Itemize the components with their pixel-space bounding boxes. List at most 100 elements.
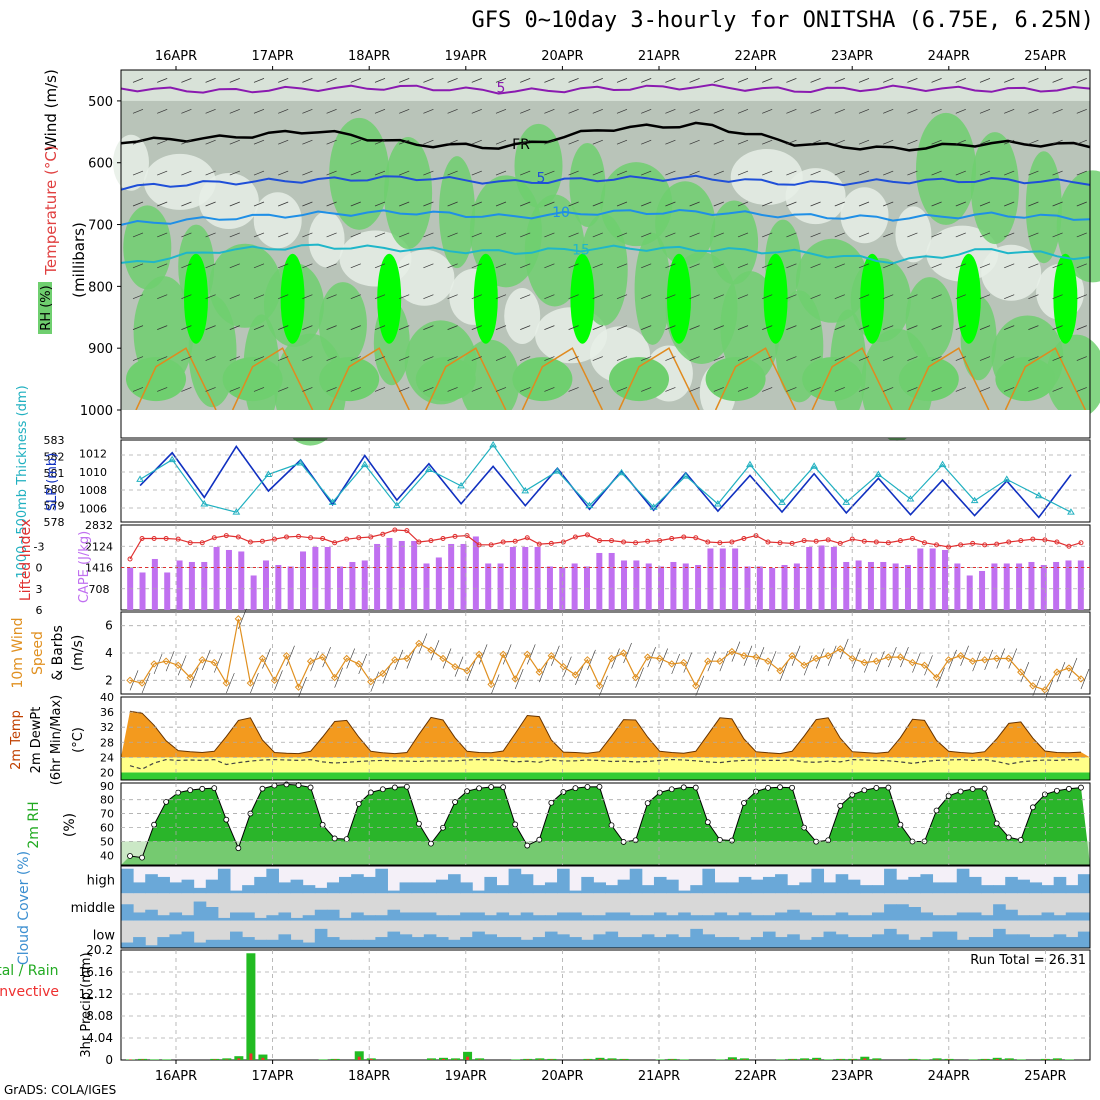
wind-barb bbox=[931, 294, 942, 300]
wind-marker bbox=[571, 671, 580, 679]
rh-marker bbox=[211, 785, 218, 792]
wind-barb bbox=[132, 294, 144, 300]
cloud-bar-high bbox=[581, 876, 594, 894]
wind-barb bbox=[762, 232, 773, 238]
wind-barb bbox=[713, 294, 724, 300]
cloud-bar-middle bbox=[532, 915, 546, 921]
rh-shade bbox=[655, 181, 716, 266]
x-tick-label-bottom: 22APR bbox=[734, 1069, 776, 1084]
wind-barb bbox=[616, 232, 628, 238]
cloud-bar-middle bbox=[847, 915, 861, 921]
wind-barb-10m bbox=[575, 664, 584, 685]
precip-conv-bar bbox=[1007, 1059, 1011, 1060]
cloud-bar-high bbox=[193, 887, 207, 894]
cape-bar bbox=[1077, 560, 1084, 610]
cloud-bar-middle bbox=[750, 915, 764, 921]
precip-total-bar bbox=[1052, 1058, 1062, 1060]
cloud-bar-low bbox=[1005, 934, 1018, 948]
cloud-bar-middle bbox=[157, 915, 170, 921]
isotherm-orange bbox=[135, 347, 217, 411]
rh-marker bbox=[428, 840, 434, 847]
rh-marker bbox=[355, 800, 362, 807]
cape-bar bbox=[744, 566, 751, 610]
cloud-bar-high bbox=[181, 879, 195, 894]
wind-barb bbox=[810, 232, 821, 238]
li-marker bbox=[476, 542, 482, 548]
wind-marker bbox=[704, 657, 712, 665]
wind-barb bbox=[689, 232, 700, 238]
wind-marker bbox=[403, 654, 411, 663]
cape-bar bbox=[633, 560, 640, 610]
wind-barb bbox=[1004, 263, 1015, 269]
cloud-bar-middle bbox=[254, 917, 267, 921]
rh-upper-dry bbox=[121, 70, 1090, 101]
wind-barb bbox=[592, 325, 603, 330]
cape-bar bbox=[991, 563, 998, 610]
cloud-bar-middle bbox=[629, 915, 643, 921]
wind-barb bbox=[762, 139, 773, 145]
wind-barb bbox=[423, 356, 434, 361]
precip-conv-bar bbox=[261, 1057, 265, 1060]
isotherm-3 bbox=[120, 208, 1091, 226]
temp-tick-label: 28 bbox=[100, 736, 114, 749]
wind-barb bbox=[810, 387, 821, 392]
wind-barb bbox=[1076, 78, 1087, 83]
precip-total-bar bbox=[222, 1058, 232, 1060]
precip-conv-bar bbox=[935, 1059, 939, 1060]
wind-barb-10m bbox=[924, 655, 933, 676]
rh-marker bbox=[235, 845, 242, 852]
li-marker bbox=[681, 534, 687, 540]
wind-barb bbox=[616, 108, 628, 114]
wind-marker bbox=[258, 654, 267, 663]
wind-barb bbox=[979, 263, 991, 269]
wind-barb bbox=[955, 108, 966, 114]
thickness-marker bbox=[585, 501, 594, 509]
precip-axis-label: 3hr Precip (mm) bbox=[79, 952, 94, 1057]
rh-shade bbox=[143, 153, 216, 210]
li-marker bbox=[296, 533, 302, 539]
wind-barb bbox=[713, 387, 724, 392]
wind-barb bbox=[568, 78, 579, 83]
slp-line bbox=[139, 444, 1072, 519]
rh-marker bbox=[728, 837, 735, 844]
wind-barb bbox=[1052, 139, 1063, 145]
rh-marker bbox=[837, 802, 844, 809]
wind-barb bbox=[1052, 78, 1063, 83]
li-marker bbox=[404, 528, 410, 534]
wind-barb bbox=[931, 325, 942, 330]
rh-marker bbox=[560, 789, 567, 795]
wind-barb bbox=[544, 170, 555, 176]
wind-barb bbox=[374, 108, 386, 114]
wind-barb bbox=[423, 78, 434, 83]
temp-axis-label: (°C) bbox=[71, 727, 86, 753]
wind-barb-10m bbox=[346, 648, 355, 669]
cloud-bar-high bbox=[847, 879, 861, 894]
wind-barb bbox=[1004, 356, 1015, 361]
cloud-bar-middle bbox=[339, 917, 352, 921]
precip-conv-bar bbox=[875, 1059, 879, 1060]
wind-barb bbox=[955, 170, 966, 176]
li-marker bbox=[127, 556, 133, 562]
thickness-marker bbox=[713, 499, 722, 507]
rh-marker bbox=[1066, 785, 1072, 792]
cloud-bar-high bbox=[896, 879, 909, 894]
wind-barb-10m bbox=[936, 667, 945, 688]
rh-frame bbox=[120, 782, 1091, 866]
cloud-bar-middle bbox=[1005, 909, 1018, 921]
axis-label: (millibars) bbox=[70, 222, 88, 298]
wind-barb bbox=[1076, 201, 1087, 207]
slp-tick-label: 1012 bbox=[79, 448, 107, 461]
isotherm-4 bbox=[120, 243, 1091, 265]
wind-barb bbox=[762, 294, 773, 300]
li-marker bbox=[885, 540, 891, 546]
rh-tick-label: 60 bbox=[100, 821, 114, 834]
precip-total-bar bbox=[800, 1058, 810, 1060]
cloud-bar-low bbox=[484, 934, 497, 948]
wind-barb bbox=[955, 139, 966, 145]
wind-barb bbox=[762, 108, 773, 114]
li-marker bbox=[1042, 537, 1048, 543]
wind-axis-label: Speed bbox=[30, 631, 46, 675]
cloud-bar-high bbox=[278, 882, 292, 894]
wind-barb bbox=[1052, 201, 1063, 207]
wind-barb bbox=[810, 263, 821, 269]
